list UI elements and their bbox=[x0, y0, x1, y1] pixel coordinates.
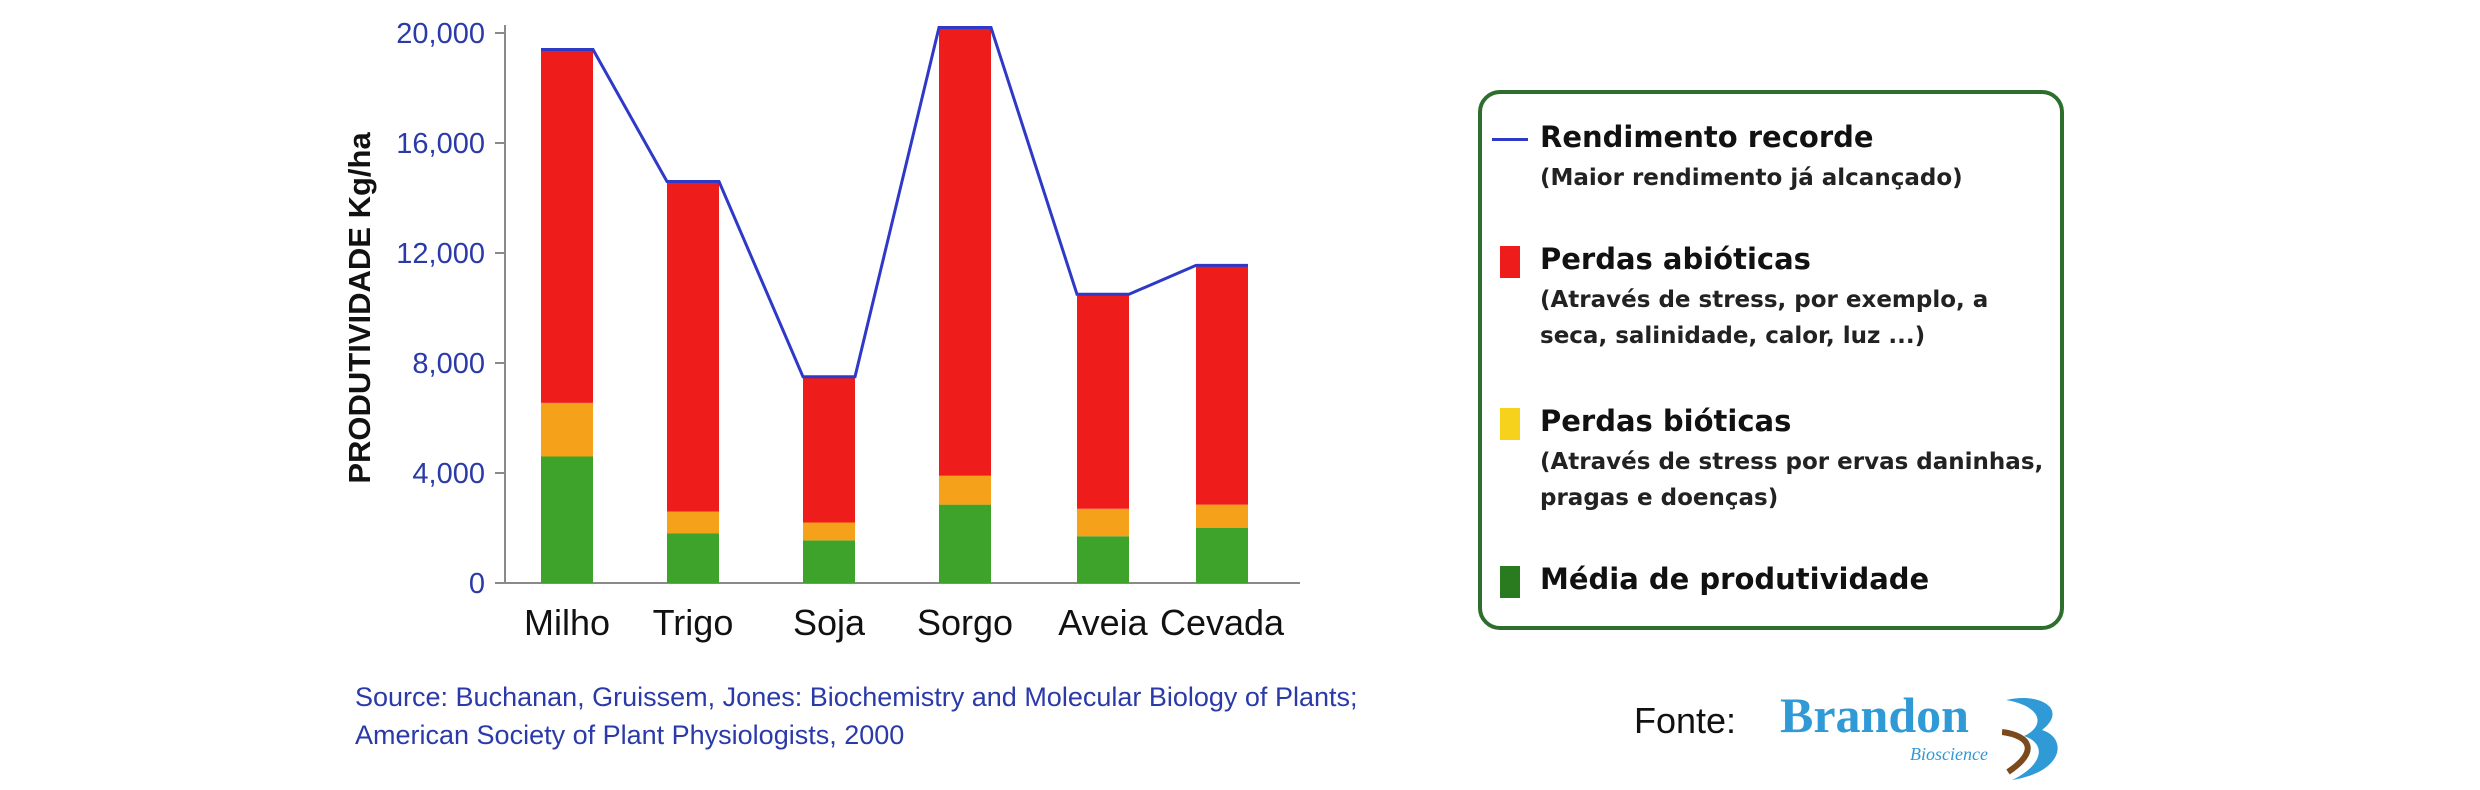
bar-segment bbox=[1077, 294, 1129, 509]
bar-segment bbox=[541, 402, 593, 457]
bar-segment bbox=[803, 540, 855, 583]
legend-title: Rendimento recorde bbox=[1540, 120, 1874, 154]
brandon-logo: Brandon Bioscience bbox=[1780, 686, 2070, 786]
y-tick-label: 0 bbox=[469, 568, 485, 600]
bar-segment bbox=[939, 27, 991, 476]
legend-title: Média de produtividade bbox=[1540, 562, 1930, 596]
legend-swatch-abiotic bbox=[1500, 246, 1520, 278]
legend-swatch-average bbox=[1500, 566, 1520, 598]
x-tick-label: Soja bbox=[793, 602, 866, 643]
bar-segment bbox=[541, 456, 593, 583]
x-tick-label: Sorgo bbox=[917, 602, 1013, 643]
bar-segment bbox=[939, 475, 991, 505]
legend-desc: (Através de stress por ervas daninhas, p… bbox=[1540, 449, 2044, 511]
legend: Rendimento recorde (Maior rendimento já … bbox=[1478, 90, 2064, 630]
bar-segment bbox=[667, 533, 719, 583]
bar-segment bbox=[1077, 536, 1129, 583]
bar-segment bbox=[1196, 265, 1248, 505]
legend-title: Perdas abióticas bbox=[1540, 242, 1811, 276]
y-tick-label: 8,000 bbox=[412, 348, 485, 380]
y-axis-title: PRODUTIVIDADE Kg/ha bbox=[342, 132, 377, 484]
bar-segment bbox=[803, 376, 855, 523]
record-yield-line bbox=[541, 26, 1248, 379]
legend-swatch-biotic bbox=[1500, 408, 1520, 440]
y-tick-label: 12,000 bbox=[396, 238, 485, 270]
fonte-label: Fonte: bbox=[1634, 700, 1737, 741]
bar-segment bbox=[1196, 528, 1248, 583]
bar-segment bbox=[1077, 508, 1129, 537]
legend-swatch-line bbox=[1492, 138, 1528, 141]
bar-segment bbox=[803, 522, 855, 541]
source-line-1: Source: Buchanan, Gruissem, Jones: Bioch… bbox=[355, 682, 1358, 712]
x-tick-label: Trigo bbox=[653, 602, 734, 643]
bar-segment bbox=[667, 181, 719, 512]
legend-title: Perdas bióticas bbox=[1540, 404, 1792, 438]
y-tick-label: 20,000 bbox=[396, 18, 485, 50]
logo-text: Brandon bbox=[1780, 687, 1969, 743]
y-tick-label: 4,000 bbox=[412, 458, 485, 490]
x-tick-label: Aveia bbox=[1058, 602, 1148, 643]
x-tick-label: Milho bbox=[524, 602, 610, 643]
legend-desc: (Maior rendimento já alcançado) bbox=[1540, 165, 1963, 191]
logo-subtext: Bioscience bbox=[1910, 744, 1988, 764]
logo-swoosh-icon bbox=[2002, 698, 2058, 780]
y-tick-label: 16,000 bbox=[396, 128, 485, 160]
bar-segment bbox=[1196, 504, 1248, 528]
legend-desc: (Através de stress, por exemplo, a seca,… bbox=[1540, 287, 1989, 349]
source-citation: Source: Buchanan, Gruissem, Jones: Bioch… bbox=[355, 678, 1357, 754]
bar-segment bbox=[667, 511, 719, 534]
x-tick-label: Cevada bbox=[1160, 602, 1285, 643]
bar-segment bbox=[541, 49, 593, 403]
source-line-2: American Society of Plant Physiologists,… bbox=[355, 720, 905, 750]
bar-segment bbox=[939, 504, 991, 583]
